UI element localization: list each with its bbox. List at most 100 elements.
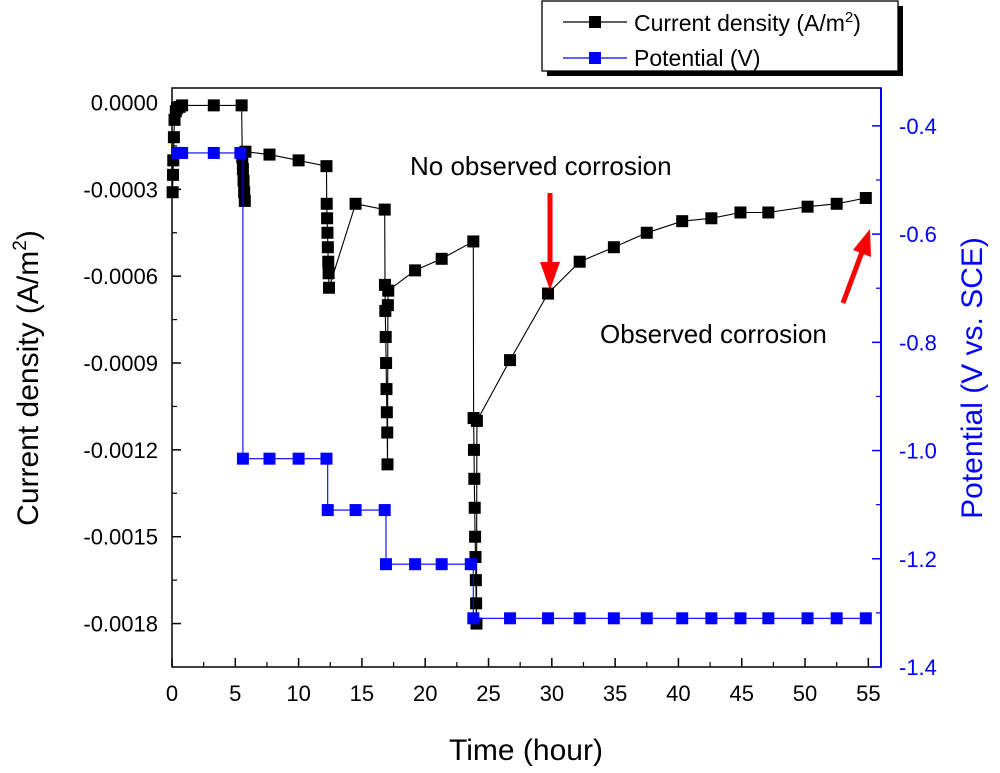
data-point bbox=[607, 612, 620, 625]
data-point bbox=[349, 504, 362, 517]
data-point bbox=[321, 226, 334, 239]
y-axis-left-label-main: Current density (A/m bbox=[12, 251, 45, 526]
data-point bbox=[676, 612, 689, 625]
data-point bbox=[235, 99, 248, 112]
data-point bbox=[176, 146, 189, 159]
y-left-tick-label: -0.0006 bbox=[83, 264, 158, 289]
data-point bbox=[381, 299, 394, 312]
data-point bbox=[321, 504, 334, 517]
data-point bbox=[468, 472, 481, 485]
data-point bbox=[504, 354, 517, 367]
x-tick-label: 50 bbox=[793, 681, 817, 706]
legend-marker-potential bbox=[589, 52, 601, 64]
data-point bbox=[263, 452, 276, 465]
data-point bbox=[207, 146, 220, 159]
data-point bbox=[382, 284, 395, 297]
annotation-arrows bbox=[540, 193, 871, 304]
arrow-shaft-up bbox=[840, 251, 865, 304]
data-point bbox=[409, 264, 422, 277]
data-point bbox=[378, 203, 391, 216]
data-point bbox=[435, 558, 448, 571]
data-point bbox=[380, 383, 393, 396]
data-point bbox=[167, 168, 180, 181]
y-right-tick-label: -1.4 bbox=[899, 655, 937, 680]
y-axis-left-label-close: ) bbox=[12, 230, 45, 240]
arrow-head-down bbox=[540, 262, 560, 290]
data-point bbox=[705, 612, 718, 625]
data-point bbox=[292, 154, 305, 167]
data-point bbox=[409, 558, 422, 571]
x-tick-label: 5 bbox=[229, 681, 241, 706]
x-axis-label: Time (hour) bbox=[449, 734, 603, 767]
data-point bbox=[469, 574, 482, 587]
x-tick-label: 45 bbox=[729, 681, 753, 706]
data-point bbox=[607, 241, 620, 254]
legend-label-current-close: ) bbox=[853, 10, 861, 36]
y-axis-left-label-sup: 2 bbox=[10, 240, 31, 251]
data-point bbox=[381, 426, 394, 439]
annotation-observed-corrosion: Observed corrosion bbox=[600, 319, 827, 349]
x-tick-label: 40 bbox=[666, 681, 690, 706]
series-current-density bbox=[166, 99, 872, 630]
data-point bbox=[859, 612, 872, 625]
data-point bbox=[292, 452, 305, 465]
annotation-no-corrosion: No observed corrosion bbox=[410, 151, 672, 181]
data-point bbox=[322, 267, 335, 280]
y-right-tick-label: -1.0 bbox=[899, 439, 937, 464]
y-left-tick-label: -0.0003 bbox=[83, 177, 158, 202]
y-axis-left-label: Current density (A/m2) bbox=[10, 230, 45, 526]
data-point bbox=[762, 612, 775, 625]
data-point bbox=[830, 197, 843, 210]
x-tick-label: 10 bbox=[286, 681, 310, 706]
data-point bbox=[801, 200, 814, 213]
data-point bbox=[166, 186, 179, 199]
data-point bbox=[238, 194, 251, 207]
data-point bbox=[322, 255, 335, 268]
y-left-tick-label: -0.0012 bbox=[83, 438, 158, 463]
data-point bbox=[236, 452, 249, 465]
data-point bbox=[640, 612, 653, 625]
data-point bbox=[321, 212, 334, 225]
data-point bbox=[464, 558, 477, 571]
y-right-tick-label: -0.8 bbox=[899, 330, 937, 355]
data-point bbox=[381, 458, 394, 471]
legend-label-current-main: Current density (A/m bbox=[634, 10, 845, 36]
data-point bbox=[762, 206, 775, 219]
y-right-tick-label: -1.2 bbox=[899, 547, 937, 572]
series-potential bbox=[171, 146, 872, 625]
data-point bbox=[349, 197, 362, 210]
arrow-head-up bbox=[853, 229, 871, 257]
legend-label-current: Current density (A/m2) bbox=[634, 9, 861, 36]
data-point bbox=[322, 281, 335, 294]
data-point bbox=[705, 212, 718, 225]
series-line bbox=[177, 152, 866, 619]
data-point bbox=[504, 612, 517, 625]
x-tick-label: 30 bbox=[540, 681, 564, 706]
legend: Current density (A/m2) Potential (V) bbox=[541, 0, 903, 76]
y-right-tick-label: -0.6 bbox=[899, 222, 937, 247]
x-tick-label: 35 bbox=[603, 681, 627, 706]
y-left-tick-label: -0.0018 bbox=[83, 612, 158, 637]
data-point bbox=[379, 330, 392, 343]
data-point bbox=[379, 558, 392, 571]
x-tick-label: 55 bbox=[856, 681, 880, 706]
data-point bbox=[801, 612, 814, 625]
data-point bbox=[167, 131, 180, 144]
legend-label-potential: Potential (V) bbox=[634, 45, 761, 71]
data-point bbox=[734, 206, 747, 219]
ticks: 0 5 10 15 20 25 30 35 40 45 50 55 0.0000 -0.0003 -0.00… bbox=[83, 88, 937, 706]
data-point bbox=[469, 530, 482, 543]
legend-label-current-sup: 2 bbox=[845, 9, 853, 26]
data-point bbox=[378, 504, 391, 517]
data-point bbox=[467, 443, 480, 456]
data-point bbox=[676, 215, 689, 228]
data-point bbox=[176, 99, 189, 112]
data-point bbox=[380, 406, 393, 419]
x-tick-label: 25 bbox=[476, 681, 500, 706]
data-point bbox=[435, 252, 448, 265]
data-point bbox=[320, 452, 333, 465]
data-point bbox=[263, 148, 276, 161]
legend-marker-current bbox=[589, 16, 601, 28]
legend-box bbox=[541, 0, 899, 72]
